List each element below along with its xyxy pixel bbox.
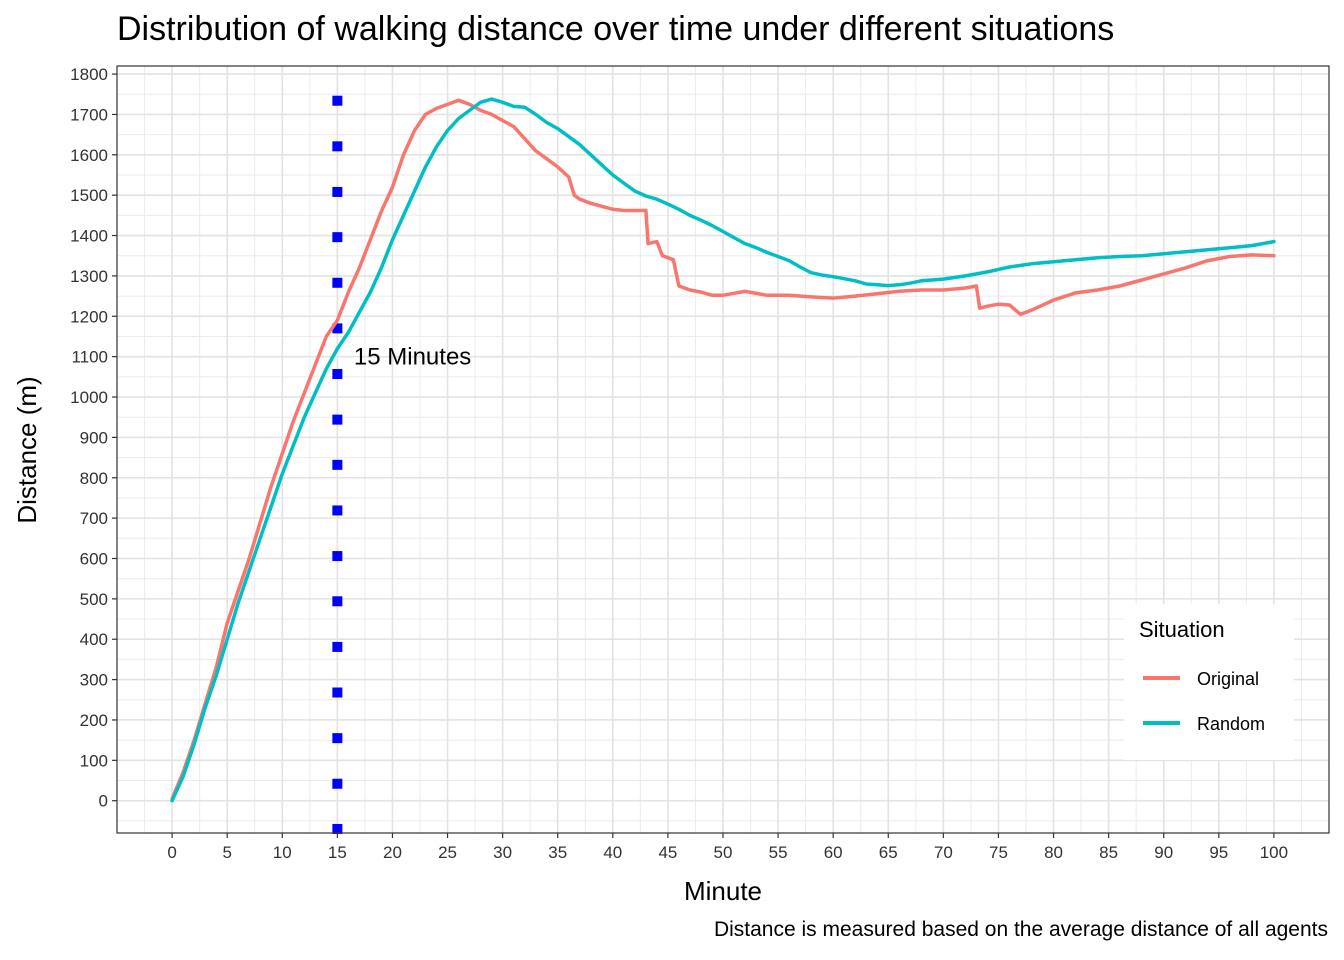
y-tick-label: 700 [80, 509, 108, 528]
x-axis-ticks: 0 5 10 15 20 25 30 35 40 45 50 55 60 65 70 75 80 85 90 95 10… [167, 833, 1288, 862]
legend-title: Situation [1139, 617, 1225, 642]
y-tick-label: 100 [80, 751, 108, 770]
y-tick-label: 0 [99, 792, 108, 811]
y-tick-label: 1400 [70, 227, 108, 246]
y-tick-label: 1000 [70, 388, 108, 407]
y-tick-label: 1500 [70, 186, 108, 205]
x-tick-label: 60 [824, 843, 843, 862]
x-tick-label: 50 [714, 843, 733, 862]
legend-background [1124, 604, 1294, 760]
reference-marker [332, 687, 343, 698]
legend-label-original: Original [1197, 669, 1259, 689]
y-tick-label: 1600 [70, 146, 108, 165]
reference-marker [332, 733, 343, 744]
x-tick-label: 20 [383, 843, 402, 862]
x-axis-title: Minute [684, 876, 762, 906]
x-tick-label: 30 [493, 843, 512, 862]
reference-marker [332, 369, 343, 380]
x-tick-label: 100 [1260, 843, 1288, 862]
reference-marker [332, 459, 343, 470]
x-tick-label: 95 [1209, 843, 1228, 862]
legend: Situation Original Random [1124, 604, 1294, 760]
y-axis-ticks: 0 100 200 300 400 500 600 700 800 900 1000 1100 1200… [70, 65, 117, 811]
y-tick-label: 600 [80, 549, 108, 568]
x-tick-label: 10 [273, 843, 292, 862]
reference-marker [332, 551, 343, 562]
y-tick-label: 900 [80, 428, 108, 447]
reference-marker [332, 505, 343, 516]
reference-label: 15 Minutes [354, 344, 471, 371]
x-tick-label: 65 [879, 843, 898, 862]
y-tick-label: 400 [80, 630, 108, 649]
x-tick-label: 90 [1154, 843, 1173, 862]
reference-line-15 [332, 95, 343, 834]
reference-marker [332, 277, 343, 288]
y-axis-title: Distance (m) [12, 376, 42, 523]
y-tick-label: 300 [80, 671, 108, 690]
reference-marker [332, 414, 343, 425]
x-tick-label: 55 [769, 843, 788, 862]
reference-marker [332, 95, 343, 106]
x-tick-label: 5 [222, 843, 231, 862]
reference-marker [332, 823, 343, 834]
reference-marker [332, 232, 343, 243]
x-tick-label: 80 [1044, 843, 1063, 862]
series-line-random [170, 97, 1276, 803]
legend-items: Original Random [1143, 669, 1265, 734]
chart-title: Distribution of walking distance over ti… [117, 10, 1115, 48]
y-tick-label: 200 [80, 711, 108, 730]
reference-marker [332, 641, 343, 652]
reference-marker [332, 186, 343, 197]
grid-lines [117, 66, 1329, 833]
y-tick-label: 1800 [70, 65, 108, 84]
x-tick-label: 70 [934, 843, 953, 862]
chart-caption: Distance is measured based on the averag… [713, 918, 1328, 941]
series-line-original [170, 98, 1276, 801]
reference-marker [332, 141, 343, 152]
reference-marker [332, 323, 343, 334]
y-tick-label: 1100 [71, 348, 108, 367]
y-tick-label: 1300 [70, 267, 108, 286]
y-tick-label: 1200 [70, 307, 108, 326]
x-tick-label: 25 [438, 843, 457, 862]
y-tick-label: 500 [80, 590, 108, 609]
x-tick-label: 0 [167, 843, 176, 862]
reference-marker [332, 778, 343, 789]
x-tick-label: 40 [603, 843, 622, 862]
x-tick-label: 15 [328, 843, 347, 862]
x-tick-label: 85 [1099, 843, 1118, 862]
series-lines [170, 97, 1276, 803]
x-tick-label: 45 [658, 843, 677, 862]
x-tick-label: 35 [548, 843, 567, 862]
x-tick-label: 75 [989, 843, 1008, 862]
reference-marker [332, 596, 343, 607]
y-tick-label: 800 [80, 469, 108, 488]
legend-label-random: Random [1197, 714, 1265, 734]
y-tick-label: 1700 [70, 105, 108, 124]
